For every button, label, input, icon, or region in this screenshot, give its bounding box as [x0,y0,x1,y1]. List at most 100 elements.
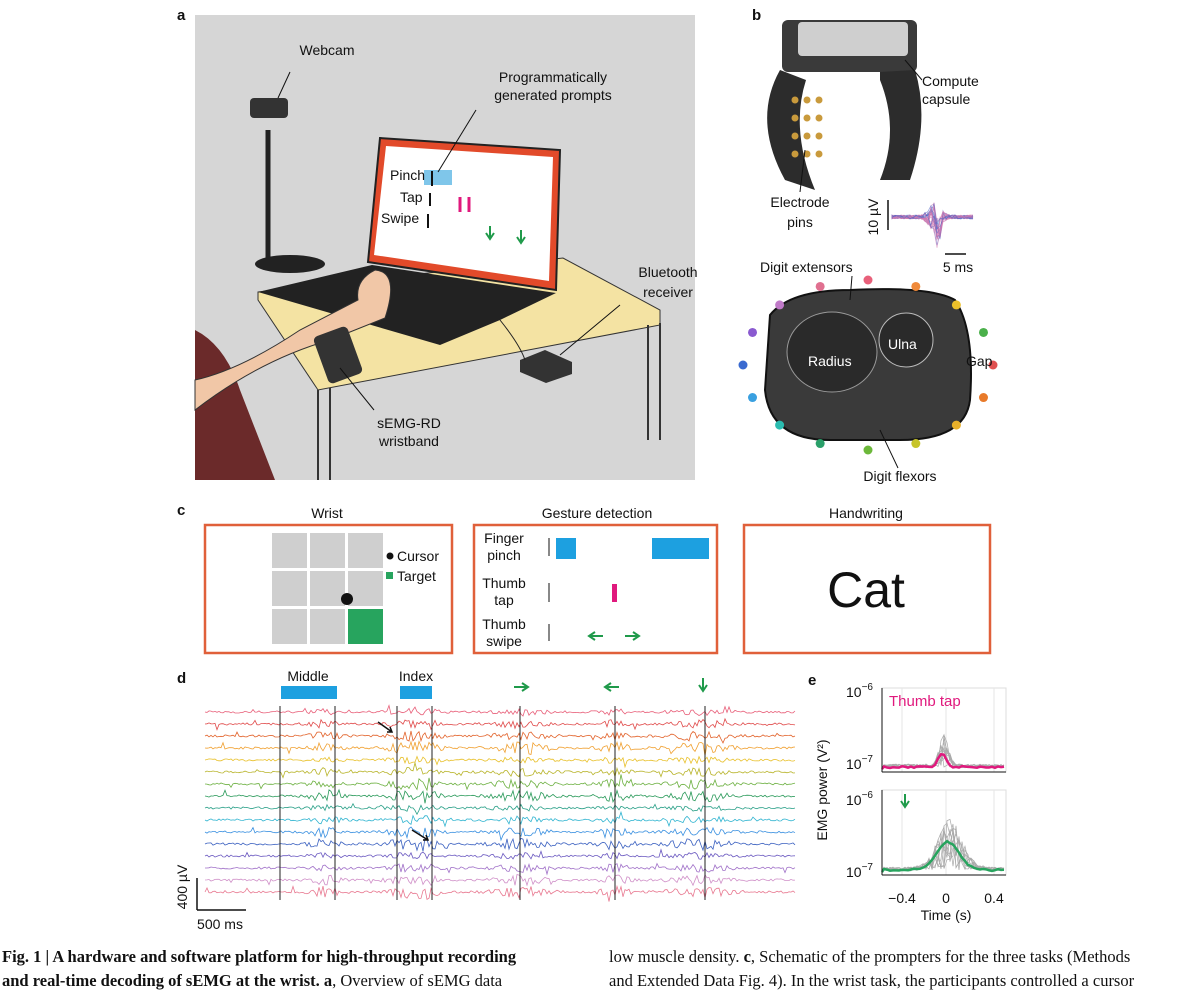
wristband [313,326,363,384]
emg-trace [204,884,796,902]
line [799,149,806,193]
electrode-dot [911,439,921,449]
webcam-base [255,255,325,273]
emg-trace [204,774,796,792]
legend-label: Cursor [397,548,439,564]
electrode-pin [815,114,823,122]
panel-label: a [177,7,186,24]
label: sEMG-RD [377,415,441,431]
electrode-dot [988,360,998,370]
label: Programmatically [499,69,607,85]
electrode-pin [791,114,799,122]
grid-cell [310,609,345,644]
scale-label: 400 µV [174,864,190,909]
electrode-pin [803,132,811,140]
emg-trace [204,761,796,779]
emg-trace [204,848,796,860]
electrode-pin [815,132,823,140]
electrode-dot [863,275,873,285]
label: capsule [922,91,970,107]
arrow-head [516,236,526,245]
pinch-bar [652,538,709,559]
line [339,367,375,411]
label: generated prompts [494,87,612,103]
arrow-head [485,232,495,241]
caption-line: and Extended Data Fig. 4). In the wrist … [609,971,1135,990]
band [767,70,922,190]
electrode-dot [951,420,961,430]
pinch-bar [556,538,576,559]
electrode-dot [775,420,785,430]
panel-label: d [177,670,186,687]
legend-cursor [386,552,394,560]
prompt-bar [400,686,432,699]
arm [194,269,392,412]
label: Swipe [381,210,419,226]
grid-cell [348,533,383,568]
handwriting-word: Cat [827,562,905,618]
grid-cell [272,533,307,568]
electrode-dot [951,300,961,310]
line [879,429,899,469]
person [195,330,275,480]
electrode-dot [748,393,758,403]
electrode-pin [815,150,823,158]
label: Webcam [300,42,355,58]
label: Electrode [770,194,829,210]
label: receiver [643,284,693,300]
pointer-arrow [377,721,394,733]
laptop-screen-inner [374,146,553,281]
laptop-base [258,265,556,345]
label: Compute [922,73,979,89]
electrode-dot [748,327,758,337]
scale-label: 5 ms [943,259,973,275]
prompt-box [472,523,719,655]
row-label: swipe [486,633,522,649]
electrode-pin [803,150,811,158]
emg-trace [204,837,796,852]
emg-trace [204,717,796,731]
prompt-box [203,523,454,655]
y-tick-label: 10−7 [846,754,873,772]
emg-trace [204,704,796,717]
label: Tap [400,189,423,205]
prompt-label: Index [399,668,433,684]
y-tick-label: 10−6 [846,790,873,808]
arrow-head [587,631,596,641]
electrode-pin [815,96,823,104]
emg-trace [204,788,796,804]
scale-label: 500 ms [197,916,243,932]
label: Radius [808,353,852,369]
emg-trace [204,873,796,887]
table-legs [317,323,661,480]
x-axis-label: Time (s) [921,907,972,923]
caption-line: Fig. 1 | A hardware and software platfor… [2,947,517,966]
radius-bone [786,311,878,393]
row-label: Thumb [482,616,526,632]
cursor [341,593,353,605]
emg-trace [204,740,796,756]
electrode-dot [978,327,988,337]
arrow-head [900,800,910,809]
grid-cell [310,533,345,568]
emg-trace [204,730,796,744]
waveform [891,211,974,227]
pinch-prompt [424,170,452,185]
scale-label: 10 µV [865,198,881,236]
label: wristband [378,433,439,449]
mean-trace [880,839,1005,873]
label: Digit extensors [760,259,853,275]
capsule-top [798,22,908,56]
grid-cell [272,571,307,606]
pointer-arrow [411,829,430,841]
arrow-head [521,682,530,692]
label: Bluetooth [638,264,697,280]
line [849,275,853,301]
grid-cell [348,571,383,606]
label: Ulna [888,336,917,352]
arrow-head [603,682,612,692]
x-tick-label: −0.4 [888,890,916,906]
line [559,304,621,356]
emg-trace [204,755,796,769]
mean-trace [881,752,1005,770]
